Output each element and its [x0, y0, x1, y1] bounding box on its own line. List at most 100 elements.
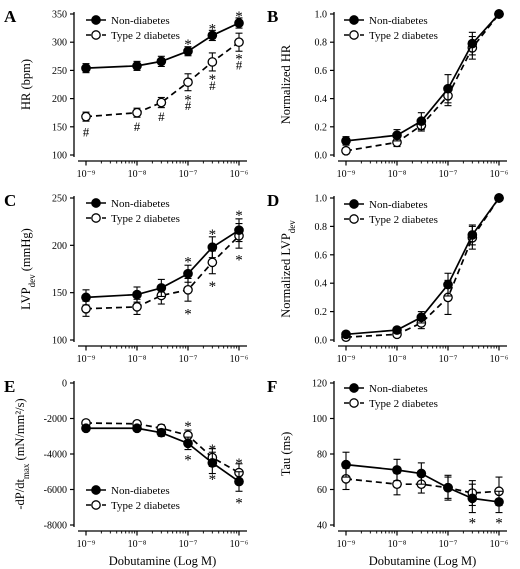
- legend-marker: [349, 398, 359, 408]
- data-point: [183, 268, 193, 279]
- legend-label: Non-diabetes: [369, 15, 428, 27]
- x-tick-label: 10⁻⁹: [77, 354, 96, 365]
- legend-marker: [349, 15, 359, 25]
- legend-marker: [91, 213, 101, 223]
- significance-star: *: [469, 516, 477, 532]
- x-tick-label: 10⁻⁹: [77, 539, 96, 550]
- legend-label: Non-diabetes: [111, 485, 170, 497]
- panel-a: A 100 150 200 250 300 350 10⁻⁹ 10⁻⁸ 10⁻⁷ 10⁻⁶ HR (b…: [4, 7, 249, 180]
- legend-label: Non-diabetes: [111, 15, 170, 27]
- y-tick-label: 150: [52, 288, 67, 299]
- legend-label: Type 2 diabetes: [369, 214, 438, 226]
- series-type-2-diabetes: [81, 223, 244, 317]
- y-tick-label: 200: [52, 94, 67, 105]
- significance-star: *: [184, 307, 192, 323]
- series-line: [85, 229, 240, 299]
- data-point: [341, 136, 351, 146]
- legend-label: Type 2 diabetes: [369, 398, 438, 410]
- data-point: [183, 77, 193, 88]
- y-axis-title: -dP/dtmax (mN/mm²/s): [13, 398, 31, 509]
- y-tick-label: 120: [312, 379, 327, 390]
- significance-star: *: [235, 52, 243, 68]
- data-point: [467, 493, 478, 504]
- legend-label: Type 2 diabetes: [111, 500, 180, 512]
- y-tick-label: 100: [312, 414, 327, 425]
- legend-label: Type 2 diabetes: [369, 30, 438, 42]
- x-tick-label: 10⁻⁶: [230, 354, 249, 365]
- data-point: [341, 459, 351, 470]
- significance-star: *: [184, 255, 192, 271]
- y-tick-label: -4000: [44, 450, 67, 461]
- y-axis-title: Normalized LVPdev: [279, 220, 297, 318]
- data-point: [341, 329, 351, 340]
- x-tick-label: 10⁻⁹: [337, 354, 356, 365]
- series-non-diabetes: [81, 218, 244, 306]
- x-tick-label: 10⁻⁸: [388, 169, 407, 180]
- y-axis-title: LVPdev (mmHg): [19, 228, 37, 310]
- legend-label: Non-diabetes: [369, 383, 428, 395]
- x-tick-label: 10⁻⁸: [388, 539, 407, 550]
- significance-star: *: [184, 419, 192, 435]
- legend: Non-diabetes Type 2 diabetes: [344, 383, 438, 410]
- data-point: [392, 479, 402, 490]
- x-tick-label: 10⁻⁹: [337, 169, 356, 180]
- y-axis-title: Normalized HR: [279, 44, 293, 124]
- significance-star: *: [235, 208, 243, 224]
- x-tick-label: 10⁻⁹: [337, 539, 356, 550]
- significance-star: *: [209, 279, 217, 295]
- panel-d: D 0.0 0.2 0.4 0.6 0.8 1.0 10⁻⁹ 10⁻⁸ 10⁻⁷ 10⁻⁶ Norma…: [267, 191, 509, 365]
- y-tick-label: 0.2: [315, 307, 328, 318]
- x-tick-label: 10⁻⁸: [128, 169, 147, 180]
- y-tick-label: 0.4: [315, 94, 328, 105]
- y-tick-label: 1.0: [315, 10, 328, 21]
- significance-hash: #: [236, 57, 243, 72]
- y-tick-label: 100: [52, 151, 67, 162]
- panel-f: F 40 60 80 100 120 10⁻⁹ 10⁻⁸ 10⁻⁷ 10⁻⁶ Dobutamine …: [267, 377, 509, 568]
- data-point: [494, 497, 504, 507]
- significance-hash: #: [185, 98, 192, 113]
- x-tick-label: 10⁻⁸: [388, 354, 407, 365]
- y-tick-label: -2000: [44, 414, 67, 425]
- series-line: [85, 422, 240, 474]
- significance-star: *: [209, 442, 217, 458]
- significance-star: *: [184, 92, 192, 108]
- panel-letter: D: [267, 191, 279, 210]
- legend-label: Non-diabetes: [111, 198, 170, 210]
- legend: Non-diabetes Type 2 diabetes: [86, 198, 180, 225]
- data-point: [81, 111, 91, 122]
- panel-letter: F: [267, 377, 277, 396]
- x-tick-label: 10⁻⁷: [179, 539, 198, 550]
- x-tick-label: 10⁻⁸: [128, 539, 147, 550]
- data-point: [156, 56, 167, 67]
- x-tick-label: 10⁻⁶: [230, 539, 249, 550]
- x-tick-label: 10⁻⁶: [230, 169, 249, 180]
- panel-b: B 0.0 0.2 0.4 0.6 0.8 1.0 10⁻⁹ 10⁻⁸ 10⁻⁷ 10⁻⁶ Norma…: [267, 7, 509, 180]
- data-point: [156, 283, 167, 293]
- series-line: [345, 13, 500, 142]
- data-point: [207, 57, 218, 67]
- y-tick-label: 0.6: [315, 250, 328, 261]
- data-point: [234, 476, 244, 487]
- data-point: [234, 18, 244, 28]
- series-line: [85, 235, 240, 310]
- panel-letter: E: [4, 377, 15, 396]
- series-non-diabetes: [81, 423, 244, 492]
- data-point: [132, 61, 142, 71]
- significance-hash: #: [134, 119, 141, 134]
- significance-star: *: [235, 495, 243, 511]
- y-tick-label: 40: [317, 521, 327, 532]
- y-tick-label: 350: [52, 10, 67, 21]
- series-non-diabetes: [341, 451, 504, 514]
- data-point: [183, 438, 193, 449]
- y-tick-label: 0.0: [315, 151, 328, 162]
- y-axis-title: Tau (ms): [279, 432, 293, 477]
- legend-label: Non-diabetes: [369, 199, 428, 211]
- y-axis-title: HR (bpm): [19, 59, 33, 110]
- significance-star: *: [184, 37, 192, 53]
- legend: Non-diabetes Type 2 diabetes: [344, 199, 438, 226]
- legend-marker: [91, 30, 101, 40]
- series-type-2-diabetes: [81, 32, 244, 122]
- data-point: [183, 284, 193, 295]
- significance-star: *: [209, 227, 217, 243]
